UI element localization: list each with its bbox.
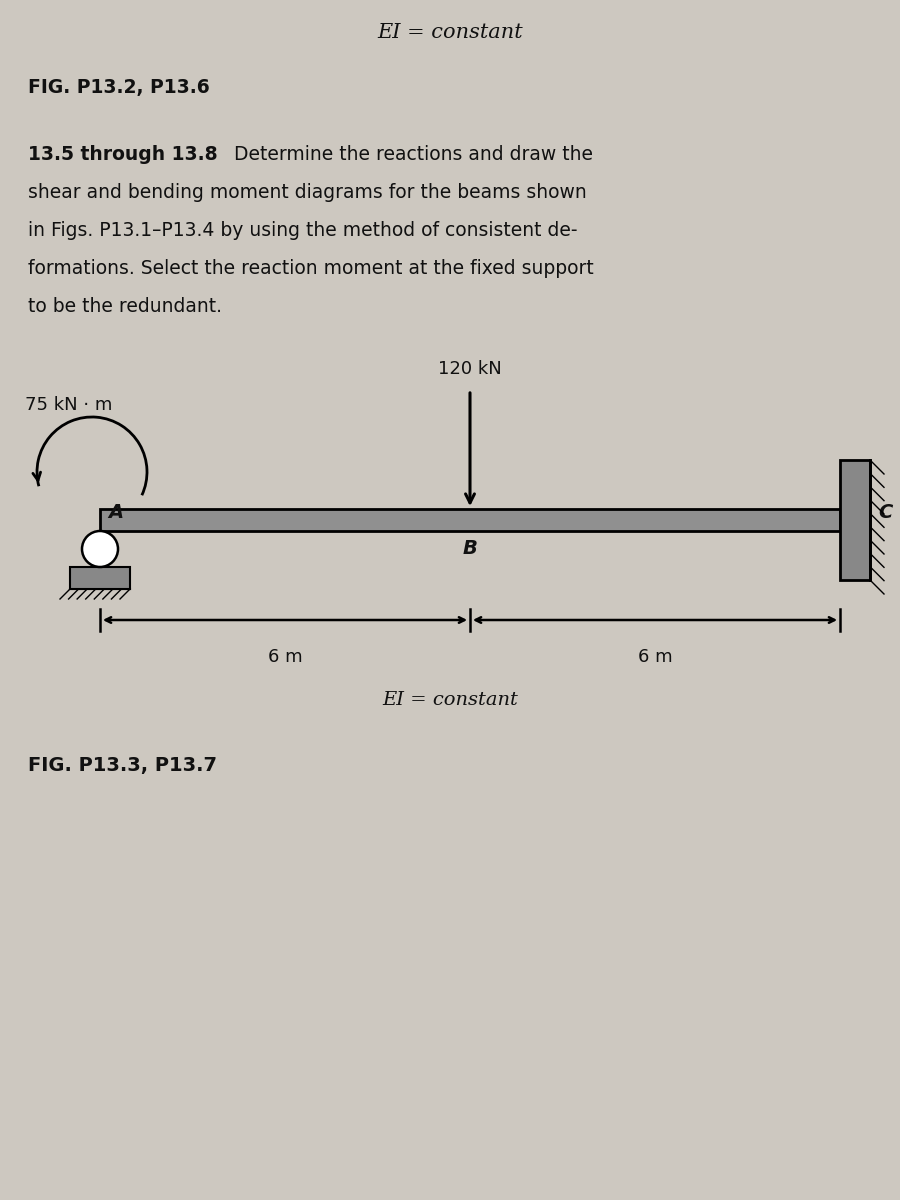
Bar [70, 566, 130, 589]
Text: to be the redundant.: to be the redundant. [28, 296, 222, 316]
Text: in Figs. P13.1–P13.4 by using the method of consistent de-: in Figs. P13.1–P13.4 by using the method… [28, 221, 578, 240]
Bar [100, 509, 840, 530]
Bar [840, 460, 870, 580]
Text: B: B [463, 539, 477, 558]
Text: Determine the reactions and draw the: Determine the reactions and draw the [228, 145, 593, 164]
Text: 75 kN · m: 75 kN · m [25, 396, 112, 414]
Text: FIG. P13.2, P13.6: FIG. P13.2, P13.6 [28, 78, 210, 96]
Text: 6 m: 6 m [638, 648, 672, 666]
Circle shape [82, 530, 118, 566]
Text: FIG. P13.3, P13.7: FIG. P13.3, P13.7 [28, 756, 217, 774]
Text: shear and bending moment diagrams for the beams shown: shear and bending moment diagrams for th… [28, 182, 587, 202]
Text: EI = constant: EI = constant [377, 23, 523, 42]
Text: 120 kN: 120 kN [438, 360, 502, 378]
Text: 13.5 through 13.8: 13.5 through 13.8 [28, 145, 218, 164]
Text: A: A [108, 503, 123, 522]
Text: C: C [878, 503, 892, 522]
Text: EI = constant: EI = constant [382, 691, 518, 709]
Text: 6 m: 6 m [267, 648, 302, 666]
Text: formations. Select the reaction moment at the fixed support: formations. Select the reaction moment a… [28, 259, 594, 278]
